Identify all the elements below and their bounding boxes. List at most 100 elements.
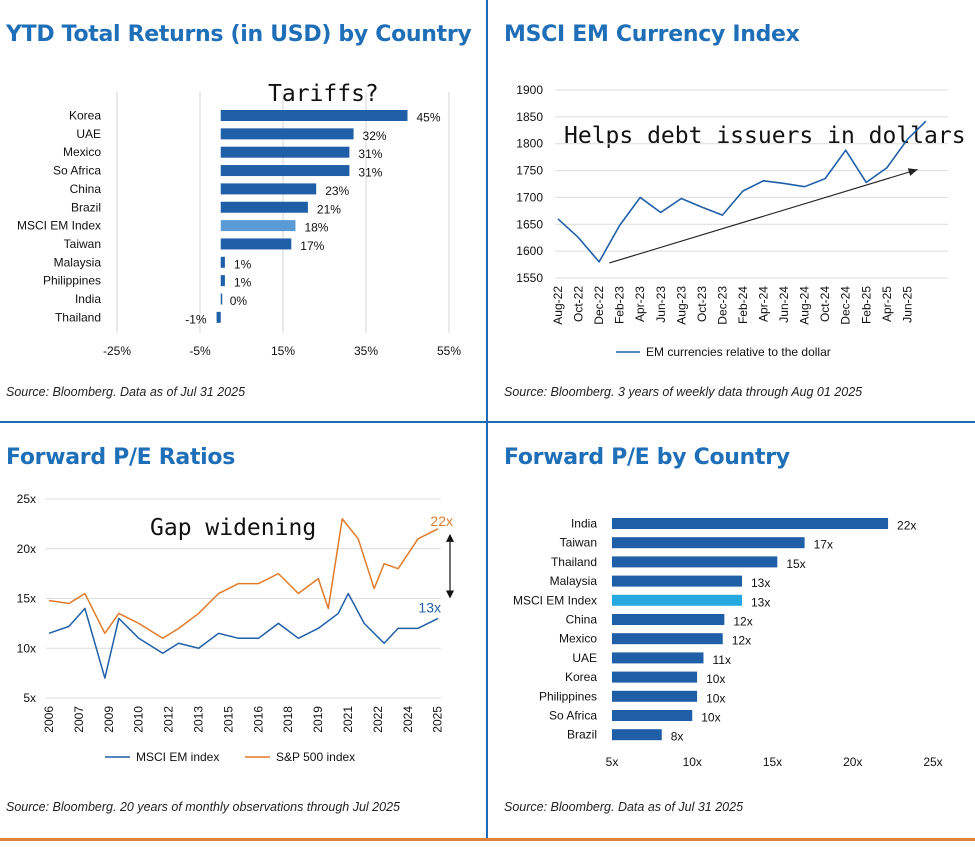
panel-title: Forward P/E Ratios [6,445,236,470]
data-label: 12x [732,634,751,648]
data-label: 17% [300,239,324,253]
trend-arrow-head [907,168,918,176]
data-label: 12x [733,615,752,629]
y-tick-label: 1750 [516,164,543,178]
bar [220,238,292,250]
bar [612,729,662,741]
x-tick-label: 25x [923,755,942,769]
x-tick-label: 2010 [132,706,146,733]
category-label: Korea [69,109,101,123]
bar [612,690,698,702]
x-tick-label: Feb-24 [736,286,750,324]
y-tick-label: 1700 [516,190,543,204]
horizontal-divider [0,421,975,423]
category-label: China [566,613,598,627]
series-line [557,120,927,263]
trend-arrow-line [609,168,918,264]
panel-currency-index: MSCI EM Currency Index Helps debt issuer… [498,0,975,421]
data-label: 10x [701,711,720,725]
bar [220,110,408,121]
x-tick-label: 2015 [221,706,235,733]
x-tick-label: Oct-24 [818,286,832,322]
category-label: So Africa [549,709,597,723]
data-label: 17x [814,538,833,552]
y-tick-label: 15x [17,592,36,606]
end-label: 22x [430,513,453,529]
bar [220,201,308,213]
x-tick-label: 2018 [281,706,295,733]
category-label: Thailand [551,555,597,569]
x-tick-label: 15% [271,344,295,358]
category-label: So Africa [53,164,101,178]
x-tick-label: 2016 [251,706,265,733]
bar [612,575,743,587]
x-tick-label: Dec-24 [839,286,853,325]
data-label: 1% [234,257,252,271]
source-note: Source: Bloomberg. Data as of Jul 31 202… [504,800,744,814]
annotation-text: Tariffs? [268,81,379,107]
category-label: India [75,292,101,306]
bar [216,311,221,323]
category-label: Brazil [71,200,101,214]
x-tick-label: 2019 [311,706,325,733]
category-label: China [70,182,102,196]
data-label: 0% [230,294,248,308]
vertical-divider [486,0,488,840]
category-label: Malaysia [54,255,102,269]
x-tick-label: 2024 [401,706,415,733]
currency-line-chart: Helps debt issuers in dollars 1550 1600 16… [516,83,965,359]
bar [220,293,223,305]
y-tick-label: 5x [23,691,36,705]
y-tick-label: 1650 [516,217,543,231]
data-label: 31% [358,166,382,180]
x-tick-label: -25% [103,344,131,358]
x-tick-label: 20x [843,755,862,769]
y-tick-label: 1900 [516,83,543,97]
category-label: MSCI EM Index [17,219,101,233]
y-tick-label: 1550 [516,271,543,285]
x-tick-label: 2012 [162,706,176,733]
data-label: -1% [185,312,207,326]
x-tick-label: Dec-23 [715,286,729,325]
data-label: 31% [358,147,382,161]
bar [220,128,354,140]
y-tick-label: 20x [17,542,36,556]
data-label: 13x [751,595,770,609]
x-tick-label: 5x [606,755,619,769]
source-note: Source: Bloomberg. 3 years of weekly dat… [504,385,863,399]
x-tick-label: 2025 [431,706,445,733]
panel-title: Forward P/E by Country [504,445,790,470]
x-tick-label: Jun-23 [654,286,668,323]
end-label: 13x [418,599,441,615]
category-label: Thailand [55,310,101,324]
data-label: 8x [671,730,684,744]
category-label: Korea [565,670,597,684]
data-label: 15x [786,557,805,571]
bar [220,256,225,268]
bar [220,183,317,195]
x-tick-label: -5% [189,344,211,358]
x-tick-label: Jun-24 [777,286,791,323]
bar [612,614,725,625]
data-label: 45% [417,111,441,125]
x-tick-label: Feb-23 [613,286,627,324]
bar [612,594,743,606]
category-label: India [571,517,597,531]
legend-label: EM currencies relative to the dollar [646,345,831,359]
series-line [48,518,439,640]
legend-label: S&P 500 index [276,750,355,764]
data-label: 1% [234,276,252,290]
data-label: 32% [363,129,387,143]
panel-title: MSCI EM Currency Index [504,22,800,47]
x-tick-label: Apr-24 [757,286,771,322]
data-label: 10x [706,691,725,705]
y-tick-label: 25x [17,492,36,506]
ytd-bar-chart: Tariffs? -25% -5% 15% 35% 55% Korea 45% UAE 32% M… [17,81,461,358]
category-label: Philippines [539,689,597,703]
category-label: Brazil [567,728,597,742]
category-label: Taiwan [560,536,597,550]
source-note: Source: Bloomberg. 20 years of monthly o… [6,800,400,814]
bar [612,556,778,568]
x-tick-label: Dec-22 [592,286,606,325]
pe-line-chart: Gap widening 5x 10x 15x 20x 25x 2006 2007 2009 2… [17,492,454,764]
